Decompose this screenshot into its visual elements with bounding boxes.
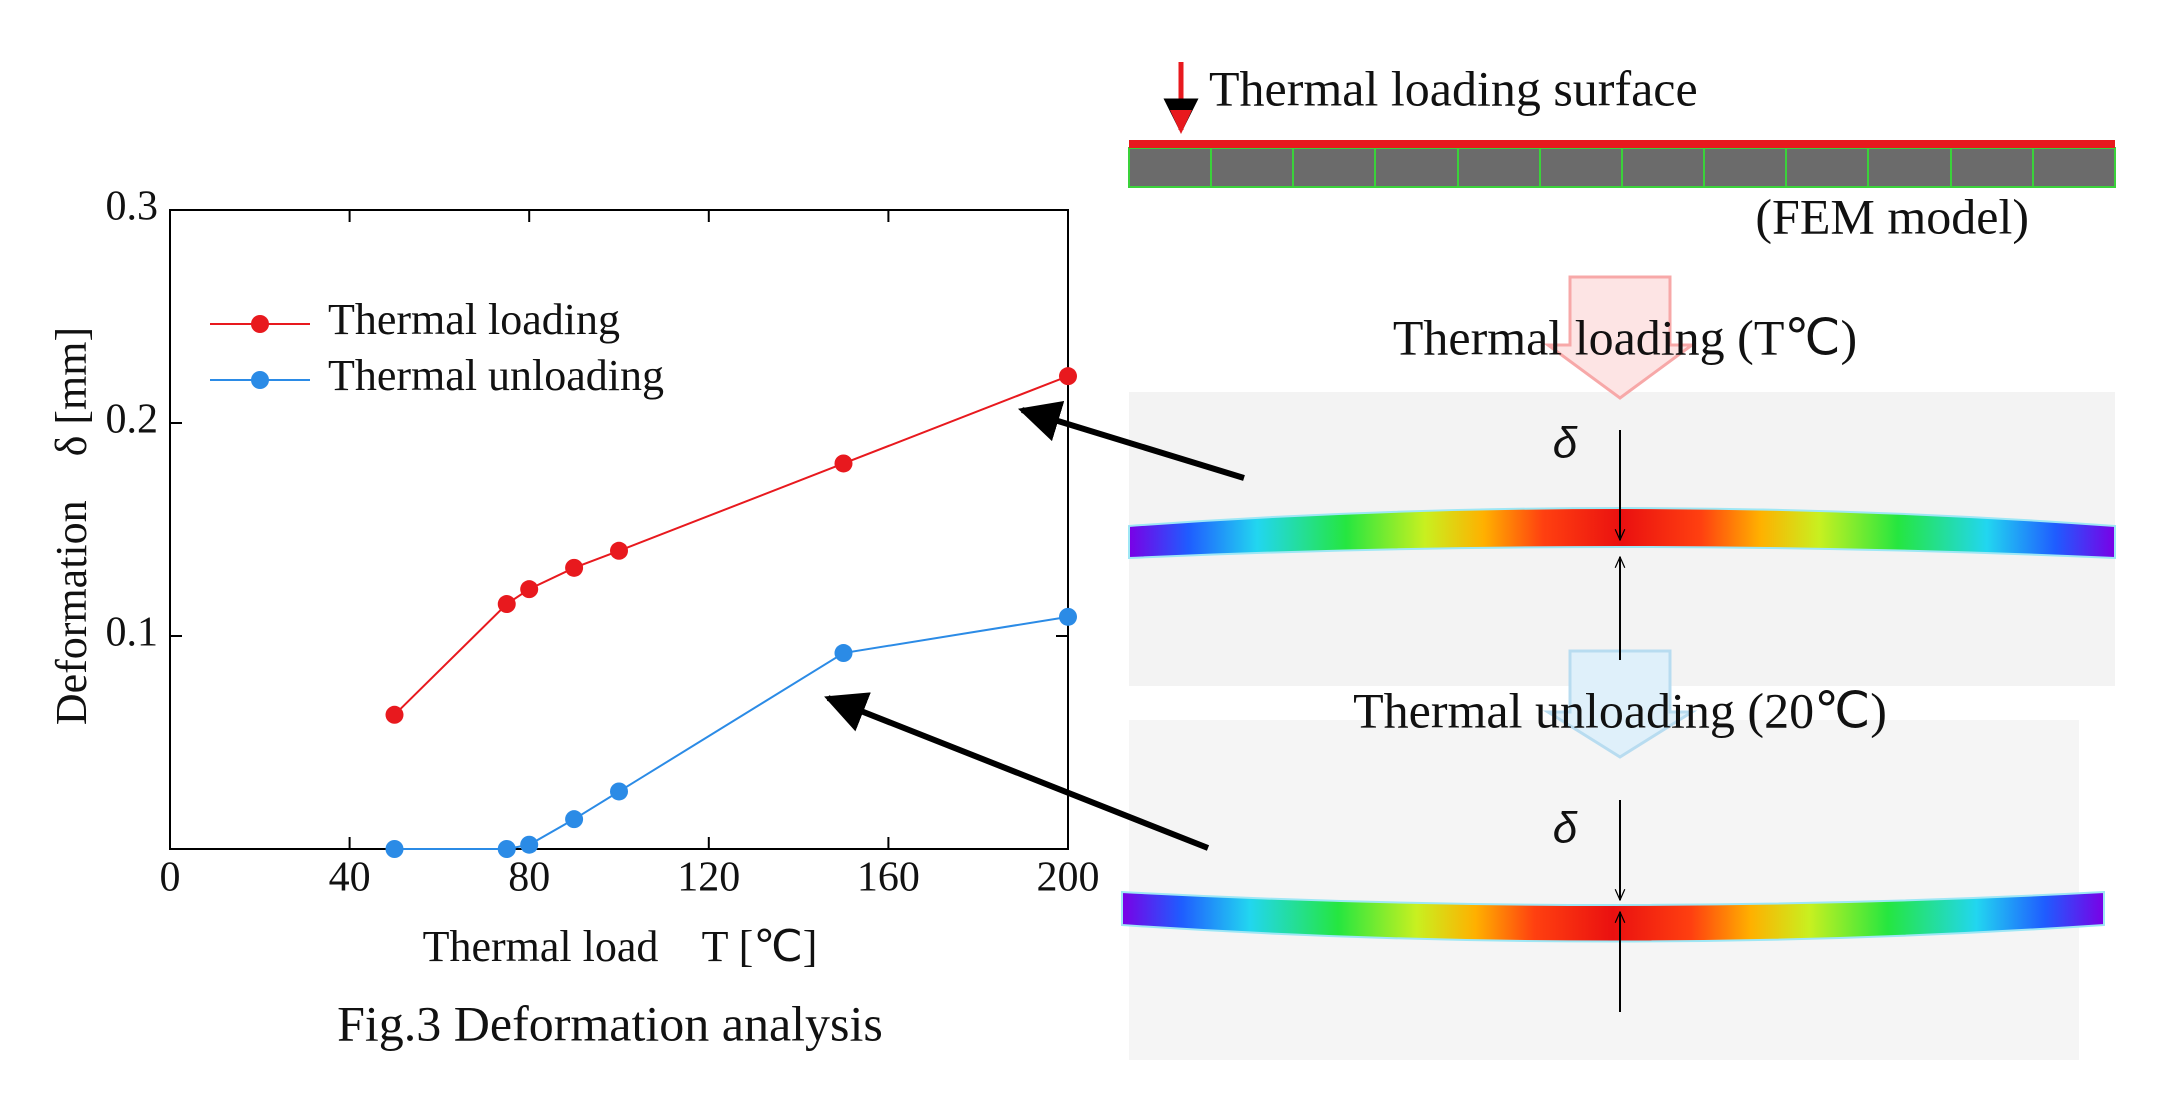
pointer-arrow xyxy=(824,692,1210,851)
model-label: (FEM model) xyxy=(1755,188,2029,244)
x-tick-label: 40 xyxy=(329,855,371,901)
unloading-label: Thermal unloading (20℃) xyxy=(1353,682,1887,738)
panel xyxy=(1129,720,2079,1060)
point xyxy=(497,595,516,614)
x-tick-label: 160 xyxy=(857,855,920,901)
surface-label: Thermal loading surface xyxy=(1209,60,1698,116)
point xyxy=(385,840,404,858)
caption: Fig.3 Deformation analysis xyxy=(337,995,883,1051)
point xyxy=(610,782,628,801)
unloading-arrow xyxy=(1542,649,1698,759)
y-tick-label: 0.3 xyxy=(106,184,159,230)
heat-arrow-head xyxy=(1170,110,1192,134)
point xyxy=(385,705,404,724)
legend-label: Thermal unloading xyxy=(328,351,664,400)
delta-label: δ xyxy=(1553,804,1578,853)
loading-surface xyxy=(1129,140,2115,148)
point xyxy=(565,810,584,829)
legend-marker xyxy=(251,315,269,333)
y-axis-label: Deformation δ [mm] xyxy=(47,327,96,725)
loading-label: Thermal loading (T℃) xyxy=(1393,309,1857,365)
fem-divisions xyxy=(1210,148,2034,187)
point xyxy=(1059,607,1077,626)
x-tick-label: 120 xyxy=(677,855,740,901)
point xyxy=(497,840,516,858)
y-tick-label: 0.1 xyxy=(106,610,159,656)
x-axis-label: Thermal load T [℃] xyxy=(423,922,818,971)
series-line xyxy=(394,615,1069,850)
legend-marker xyxy=(251,371,269,389)
x-tick-label: 80 xyxy=(508,855,550,901)
loading-arrow xyxy=(1543,275,1697,400)
plot-frame xyxy=(169,209,1069,850)
x-tick-label: 0 xyxy=(160,855,181,901)
point xyxy=(1059,367,1077,386)
point xyxy=(834,644,853,663)
point xyxy=(610,541,628,560)
point xyxy=(565,558,584,577)
pointer-arrow xyxy=(1017,400,1245,481)
y-tick-label: 0.2 xyxy=(106,397,159,443)
point xyxy=(834,454,853,473)
residual-beam xyxy=(1121,890,2105,943)
x-tick-label: 200 xyxy=(1037,855,1100,901)
series-line xyxy=(393,375,1069,716)
point xyxy=(520,580,539,599)
point xyxy=(520,835,539,854)
delta-label: δ xyxy=(1553,419,1578,468)
legend-label: Thermal loading xyxy=(328,295,620,344)
